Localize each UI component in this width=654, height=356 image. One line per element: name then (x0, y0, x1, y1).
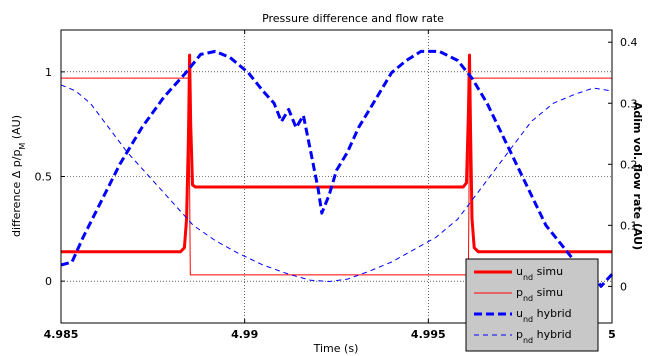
plot-area (60, 49, 614, 288)
y-tick-label-left: 1 (45, 66, 52, 79)
y-tick-label-right: 0.3 (620, 97, 638, 110)
x-tick-label: 4.995 (411, 328, 446, 341)
x-tick-label: 5 (608, 328, 616, 341)
y-tick-label-right: 0 (620, 280, 627, 293)
y-axis-title-right: Adim vol. flow rate (AU) (631, 102, 644, 250)
legend-label: pnd simu (516, 286, 563, 303)
y-tick-label-right: 0.4 (620, 36, 638, 49)
x-axis-title: Time (s) (313, 342, 359, 355)
x-tick-label: 4.99 (231, 328, 258, 341)
y-axis-title-left: difference Δ p/pM (AU) (10, 115, 27, 237)
legend: und simu pnd simu und hybrid pnd hybrid (465, 258, 599, 352)
y-tick-label-right: 0.2 (620, 158, 638, 171)
legend-label: und simu (516, 265, 563, 282)
y-tick-label-right: 0.1 (620, 219, 638, 232)
y-tick-label-left: 0 (45, 275, 52, 288)
series-line-4 (60, 84, 613, 282)
chart-title: Pressure difference and flow rate (262, 12, 444, 25)
legend-box (465, 258, 599, 352)
legend-label: pnd hybrid (516, 328, 572, 345)
y-tick-label-left: 0.5 (35, 171, 53, 184)
ticks: 4.985 4.99 4.995 5 0 0.5 1 0 0.1 0.2 0.3 0.4 (35, 30, 638, 341)
legend-label: und hybrid (516, 307, 572, 324)
x-tick-label: 4.985 (44, 328, 79, 341)
series-line-2 (61, 77, 612, 276)
series-line-3 (60, 49, 614, 288)
series-line-1 (61, 53, 612, 254)
